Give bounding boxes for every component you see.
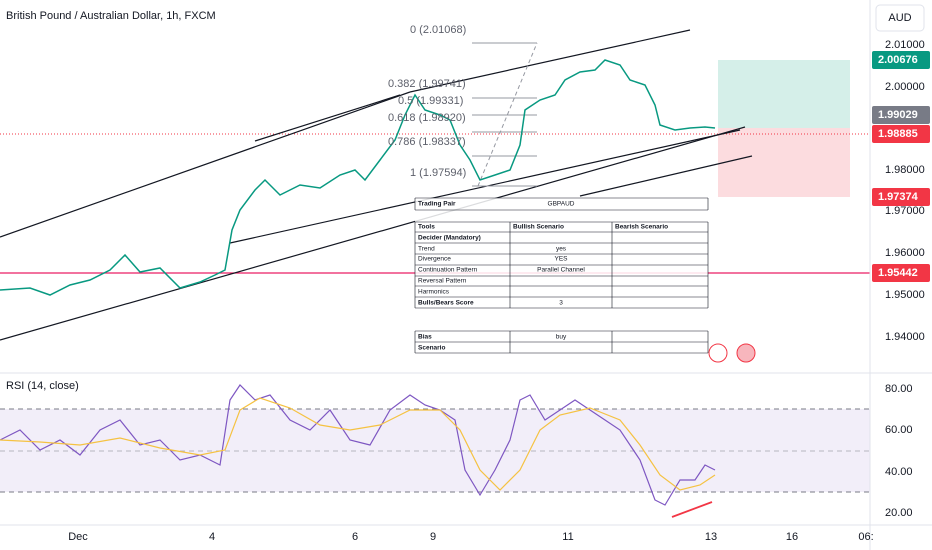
time-label: 4 <box>209 531 215 543</box>
price-label: 1.98000 <box>885 164 925 176</box>
table-cell: YES <box>554 256 568 263</box>
rsi-label: 20.00 <box>885 507 913 519</box>
table-header: Bullish Scenario <box>513 224 564 231</box>
table-cell: Continuation Pattern <box>418 267 478 274</box>
profit-zone <box>718 60 850 128</box>
price-path <box>0 59 716 296</box>
chart-title: British Pound / Australian Dollar, 1h, F… <box>6 10 216 22</box>
fib-label: 1 (1.97594) <box>410 167 466 179</box>
table-cell: Parallel Channel <box>537 267 585 274</box>
time-label: 16 <box>786 531 798 543</box>
rsi-title: RSI (14, close) <box>6 380 79 392</box>
price-tag-label: 1.99029 <box>878 109 918 121</box>
icon[interactable] <box>708 343 728 363</box>
price-tag-label: 2.00676 <box>878 54 918 66</box>
price-label: 1.97000 <box>885 205 925 217</box>
table-header: Bearish Scenario <box>615 224 668 231</box>
price-tag <box>872 264 930 282</box>
table-cell: Bulls/Bears Score <box>418 300 474 307</box>
fib-label: 0.5 (1.99331) <box>398 95 463 107</box>
rsi-line <box>0 384 716 506</box>
rsi-ma <box>0 397 716 491</box>
table-bg <box>415 198 708 353</box>
price-tag-label: 1.97374 <box>878 191 919 203</box>
table-cell: Harmonics <box>418 289 450 296</box>
rsi-label: 80.00 <box>885 383 913 395</box>
table-cell: Trading Pair <box>418 201 456 208</box>
fib-label: 0.618 (1.98920) <box>388 112 466 124</box>
icon[interactable] <box>736 343 756 363</box>
table-cell: 3 <box>559 300 563 307</box>
price-tag <box>872 106 930 124</box>
price-label: 1.94000 <box>885 331 925 343</box>
price-label: 2.01000 <box>885 39 925 51</box>
price-tag <box>872 188 930 206</box>
time-label: 06: <box>858 531 873 543</box>
divergence-line <box>671 501 713 518</box>
fib-label: 0.786 (1.98337) <box>388 136 466 148</box>
table-cell: yes <box>556 246 567 253</box>
currency-box[interactable] <box>875 4 925 32</box>
rsi-label: 60.00 <box>885 424 913 436</box>
table-cell: Divergence <box>418 256 451 263</box>
loss-zone <box>718 128 850 197</box>
time-label: 9 <box>430 531 436 543</box>
currency: AUD <box>888 12 911 24</box>
table-cell: Trend <box>418 246 435 253</box>
fib-lines <box>472 42 538 187</box>
price-tag-label: 1.95442 <box>878 267 918 279</box>
table-cell: buy <box>556 334 567 341</box>
time-label: Dec <box>68 531 88 543</box>
table-cell: Decider (Mandatory) <box>418 235 481 242</box>
price-label: 1.96000 <box>885 247 925 259</box>
time-label: 13 <box>705 531 717 543</box>
table-cell: Scenario <box>418 345 445 352</box>
price-label: 1.95000 <box>885 289 925 301</box>
time-label: 11 <box>562 531 573 543</box>
table-cell: Reversal Pattern <box>418 278 467 285</box>
price-tag <box>872 51 930 69</box>
table-cell: GBPAUD <box>548 201 575 208</box>
price-tag-label: 1.98885 <box>878 128 918 140</box>
table-header: Tools <box>418 224 435 231</box>
price-tag <box>872 125 930 143</box>
fib-label: 0.382 (1.99741) <box>388 78 466 90</box>
time-label: 6 <box>352 531 358 543</box>
rsi-levels <box>0 408 870 493</box>
fib-label: 0 (2.01068) <box>410 24 466 36</box>
rsi-label: 40.00 <box>885 466 913 478</box>
price-label: 2.00000 <box>885 81 925 93</box>
table-cell: Bias <box>418 334 432 341</box>
